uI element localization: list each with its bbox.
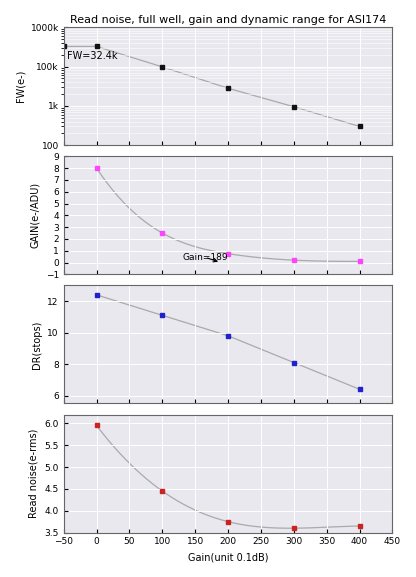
Title: Read noise, full well, gain and dynamic range for ASI174: Read noise, full well, gain and dynamic …	[70, 15, 386, 25]
Text: Gain=189: Gain=189	[182, 253, 228, 262]
X-axis label: Gain(unit 0.1dB): Gain(unit 0.1dB)	[188, 552, 268, 562]
Y-axis label: DR(stops): DR(stops)	[32, 320, 42, 369]
Text: FW=32.4k: FW=32.4k	[67, 51, 117, 62]
Y-axis label: GAIN(e-/ADU): GAIN(e-/ADU)	[30, 182, 40, 248]
Y-axis label: FW(e-): FW(e-)	[15, 70, 25, 102]
Y-axis label: Read noise(e-rms): Read noise(e-rms)	[29, 429, 39, 518]
